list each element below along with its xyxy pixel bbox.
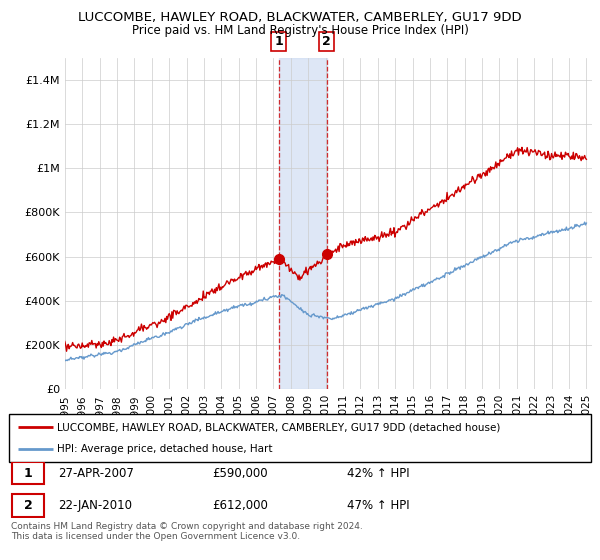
Text: HPI: Average price, detached house, Hart: HPI: Average price, detached house, Hart <box>58 444 273 454</box>
Text: 47% ↑ HPI: 47% ↑ HPI <box>347 499 409 512</box>
Text: 1: 1 <box>275 35 283 48</box>
Text: £612,000: £612,000 <box>212 499 269 512</box>
FancyBboxPatch shape <box>12 494 44 517</box>
Text: £590,000: £590,000 <box>212 466 268 480</box>
Text: 1: 1 <box>23 466 32 480</box>
Text: LUCCOMBE, HAWLEY ROAD, BLACKWATER, CAMBERLEY, GU17 9DD: LUCCOMBE, HAWLEY ROAD, BLACKWATER, CAMBE… <box>78 11 522 24</box>
FancyBboxPatch shape <box>12 462 44 484</box>
Text: Price paid vs. HM Land Registry's House Price Index (HPI): Price paid vs. HM Land Registry's House … <box>131 24 469 36</box>
Text: 22-JAN-2010: 22-JAN-2010 <box>58 499 133 512</box>
Text: Contains HM Land Registry data © Crown copyright and database right 2024.
This d: Contains HM Land Registry data © Crown c… <box>11 522 362 542</box>
Text: 27-APR-2007: 27-APR-2007 <box>58 466 134 480</box>
Text: 2: 2 <box>23 499 32 512</box>
Text: LUCCOMBE, HAWLEY ROAD, BLACKWATER, CAMBERLEY, GU17 9DD (detached house): LUCCOMBE, HAWLEY ROAD, BLACKWATER, CAMBE… <box>58 422 500 432</box>
Text: 42% ↑ HPI: 42% ↑ HPI <box>347 466 409 480</box>
Bar <box>279 58 326 389</box>
Text: 2: 2 <box>322 35 331 48</box>
